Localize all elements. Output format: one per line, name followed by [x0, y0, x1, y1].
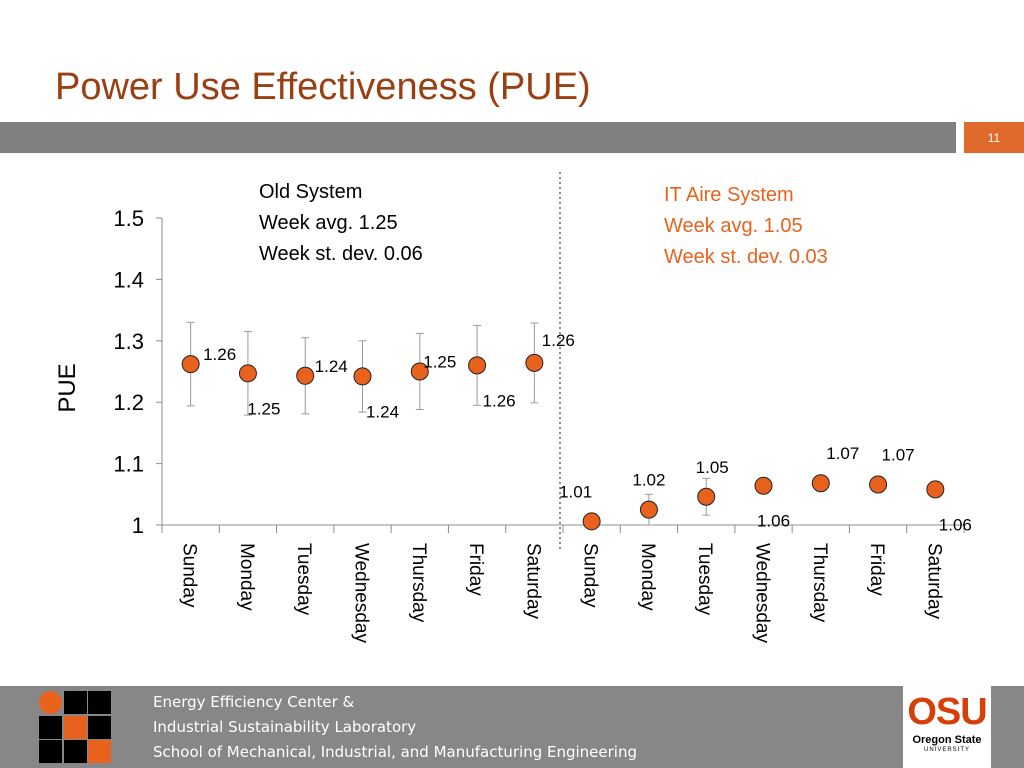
- y-tick-label: 1.1: [113, 452, 144, 477]
- data-point: [468, 356, 487, 375]
- osu-logo-word: OSU: [907, 691, 987, 733]
- osu-logo: OSU Oregon State UNIVERSITY: [903, 686, 991, 768]
- data-point: [525, 353, 544, 372]
- x-tick-label: Monday: [637, 543, 658, 611]
- data-point: [353, 367, 372, 386]
- data-label: 1.25: [247, 399, 280, 418]
- data-label: 1.02: [632, 471, 665, 490]
- new-system-stats: IT Aire System Week avg. 1.05 Week st. d…: [664, 180, 828, 273]
- data-point: [582, 512, 601, 531]
- old-system-stats: Old System Week avg. 1.25 Week st. dev. …: [259, 177, 423, 270]
- x-tick-label: Wednesday: [351, 543, 372, 643]
- data-label: 1.01: [559, 482, 592, 501]
- data-point: [869, 475, 888, 494]
- data-point: [639, 500, 658, 519]
- x-tick-label: Friday: [465, 543, 486, 596]
- old-system-avg: Week avg. 1.25: [259, 212, 398, 234]
- x-tick-label: Sunday: [580, 543, 601, 608]
- data-label: 1.25: [423, 353, 456, 372]
- data-point: [296, 366, 315, 385]
- data-label: 1.05: [696, 458, 729, 477]
- data-point: [410, 362, 429, 381]
- title-bar: [0, 122, 956, 153]
- data-label: 1.07: [826, 444, 859, 463]
- x-tick-label: Thursday: [809, 543, 830, 623]
- x-tick-label: Thursday: [408, 543, 429, 623]
- data-label: 1.06: [939, 515, 972, 534]
- x-tick-label: Tuesday: [694, 543, 715, 616]
- y-tick-label: 1: [132, 513, 144, 538]
- data-label: 1.06: [757, 512, 790, 531]
- footer-line-1: Energy Efficiency Center &: [153, 693, 355, 711]
- old-system-title: Old System: [259, 181, 363, 203]
- osu-logo-name: Oregon State: [912, 734, 982, 746]
- data-label: 1.24: [366, 402, 399, 421]
- new-system-title: IT Aire System: [664, 184, 794, 206]
- y-axis-title: PUE: [54, 363, 81, 412]
- y-tick-label: 1.2: [113, 390, 144, 415]
- new-system-stdev: Week st. dev. 0.03: [664, 246, 828, 268]
- footer-line-3: School of Mechanical, Industrial, and Ma…: [153, 743, 637, 761]
- slide-title: Power Use Effectiveness (PUE): [55, 66, 591, 108]
- data-label: 1.24: [315, 357, 348, 376]
- x-tick-label: Friday: [866, 543, 887, 596]
- x-tick-label: Sunday: [179, 543, 200, 608]
- data-label: 1.26: [483, 391, 516, 410]
- y-tick-label: 1.5: [113, 206, 144, 231]
- data-label: 1.26: [203, 345, 236, 364]
- data-point: [238, 364, 257, 383]
- data-point: [926, 480, 945, 499]
- data-point: [181, 355, 200, 374]
- data-label: 1.07: [882, 445, 915, 464]
- x-tick-label: Saturday: [522, 543, 543, 620]
- footer-text: Energy Efficiency Center & Industrial Su…: [153, 690, 637, 765]
- x-tick-label: Wednesday: [752, 543, 773, 643]
- x-tick-label: Saturday: [923, 543, 944, 620]
- data-point: [697, 487, 716, 506]
- y-tick-label: 1.3: [113, 329, 144, 354]
- data-label: 1.26: [542, 331, 575, 350]
- x-tick-label: Tuesday: [293, 543, 314, 616]
- x-tick-label: Monday: [236, 543, 257, 611]
- y-tick-label: 1.4: [113, 267, 144, 292]
- footer-line-2: Industrial Sustainability Laboratory: [153, 718, 417, 736]
- data-point: [811, 474, 830, 493]
- page-number: 11: [964, 122, 1024, 153]
- pue-chart: 1 1.1 1.2 1.3 1.4 1.5 PUE Sunday Monday Tuesday We…: [54, 172, 972, 643]
- new-system-avg: Week avg. 1.05: [664, 215, 803, 237]
- old-system-stdev: Week st. dev. 0.06: [259, 243, 423, 265]
- data-point: [754, 476, 773, 495]
- footer-bar: [0, 686, 1024, 768]
- osu-logo-subtitle: UNIVERSITY: [923, 747, 970, 753]
- lab-logo-icon: [39, 691, 111, 763]
